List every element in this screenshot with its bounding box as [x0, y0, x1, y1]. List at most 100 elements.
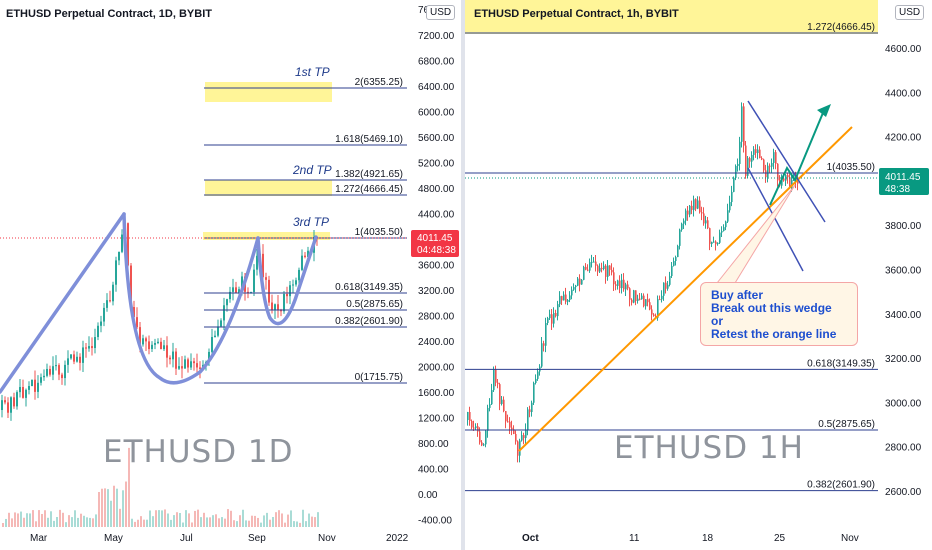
volume-bar: [119, 508, 121, 527]
candle-body: [148, 341, 150, 350]
callout-line-3: or: [711, 314, 723, 328]
breakout-arrow: [769, 107, 826, 206]
callout-box: Buy after Break out this wedge or Retest…: [700, 282, 858, 346]
panel-divider[interactable]: [461, 0, 465, 550]
volume-bar: [233, 520, 235, 527]
volume-bar: [140, 516, 142, 527]
candle-body: [469, 412, 471, 422]
left-chart-title: ETHUSD Perpetual Contract, 1D, BYBIT: [6, 8, 212, 20]
callout-line-4: Retest the orange line: [711, 327, 837, 341]
left-price-tag-value: 4011.45: [417, 233, 453, 244]
candle-body: [787, 175, 789, 178]
candle-body: [645, 299, 647, 307]
candle-body: [763, 159, 765, 171]
target-label-1: 1st TP: [295, 65, 330, 79]
candle-body: [781, 178, 783, 186]
candle-body: [685, 210, 687, 221]
candle-body: [641, 295, 643, 300]
volume-bar: [47, 517, 49, 527]
candle-body: [471, 421, 473, 428]
candle-body: [683, 220, 685, 224]
candle-body: [521, 435, 523, 441]
volume-bar: [281, 513, 283, 527]
candle-body: [121, 234, 123, 252]
candle-body: [691, 205, 693, 210]
orange-trend-line: [518, 126, 853, 452]
volume-bar: [221, 517, 223, 527]
candle-body: [757, 149, 759, 154]
candle-body: [477, 426, 479, 432]
candle-body: [157, 341, 159, 344]
candle-body: [675, 257, 677, 262]
candle-body: [729, 202, 731, 211]
volume-bar: [167, 513, 169, 527]
candle-body: [97, 325, 99, 338]
candle-body: [735, 165, 737, 178]
candle-body: [581, 279, 583, 285]
candle-body: [537, 371, 539, 379]
wedge-lower-line: [747, 167, 804, 272]
volume-bar: [176, 512, 178, 527]
candle-body: [557, 304, 559, 317]
right-y-tick: 4600.00: [885, 44, 922, 55]
candle-body: [553, 312, 555, 324]
volume-bar: [32, 510, 34, 527]
candle-body: [235, 287, 237, 293]
volume-bar: [302, 509, 304, 527]
candle-body: [689, 205, 691, 215]
left-y-tick: 5200.00: [418, 159, 455, 170]
candle-body: [643, 295, 645, 307]
candle-body: [37, 382, 39, 392]
volume-bar: [17, 513, 19, 527]
candle-body: [467, 412, 469, 420]
candle-body: [571, 289, 573, 296]
candle-body: [679, 229, 681, 246]
candle-body: [617, 280, 619, 286]
right-currency-badge[interactable]: USD: [895, 5, 925, 20]
candle-body: [238, 289, 240, 293]
candle-body: [253, 269, 255, 292]
candle-body: [199, 367, 201, 369]
volume-bar: [194, 510, 196, 527]
volume-bar: [29, 513, 31, 527]
volume-bar: [146, 519, 148, 527]
right-y-tick: 3600.00: [885, 266, 922, 277]
volume-bar: [185, 510, 187, 527]
candle-body: [154, 343, 156, 345]
volume-bar: [113, 485, 115, 527]
volume-bar: [2, 522, 4, 527]
volume-bar: [266, 512, 268, 527]
volume-bar: [293, 521, 295, 527]
volume-bar: [290, 510, 292, 527]
candle-body: [519, 440, 521, 456]
candle-body: [615, 284, 617, 286]
candle-body: [187, 359, 189, 368]
candle-body: [667, 284, 669, 289]
candle-body: [529, 409, 531, 413]
candle-body: [304, 255, 306, 258]
candle-body: [503, 399, 505, 412]
volume-bar: [299, 522, 301, 527]
right-y-tick: 2800.00: [885, 443, 922, 454]
candle-body: [501, 399, 503, 404]
volume-bar: [23, 517, 25, 527]
left-currency-badge[interactable]: USD: [426, 5, 456, 20]
right-price-tag-value: 4011.45: [885, 172, 921, 183]
volume-bar: [83, 515, 85, 527]
trend-line-rise: [0, 212, 126, 394]
volume-bar: [101, 488, 103, 527]
volume-bar: [77, 517, 79, 527]
candle-body: [739, 141, 741, 164]
volume-bar: [125, 481, 127, 527]
candle-body: [13, 397, 15, 407]
candle-body: [653, 314, 655, 316]
volume-bar: [230, 510, 232, 527]
candle-body: [178, 366, 180, 369]
candle-body: [543, 343, 545, 346]
candle-body: [671, 265, 673, 277]
candle-body: [73, 354, 75, 362]
candle-body: [673, 261, 675, 266]
candle-body: [43, 375, 45, 378]
candle-body: [741, 106, 743, 142]
volume-bar: [62, 512, 64, 527]
